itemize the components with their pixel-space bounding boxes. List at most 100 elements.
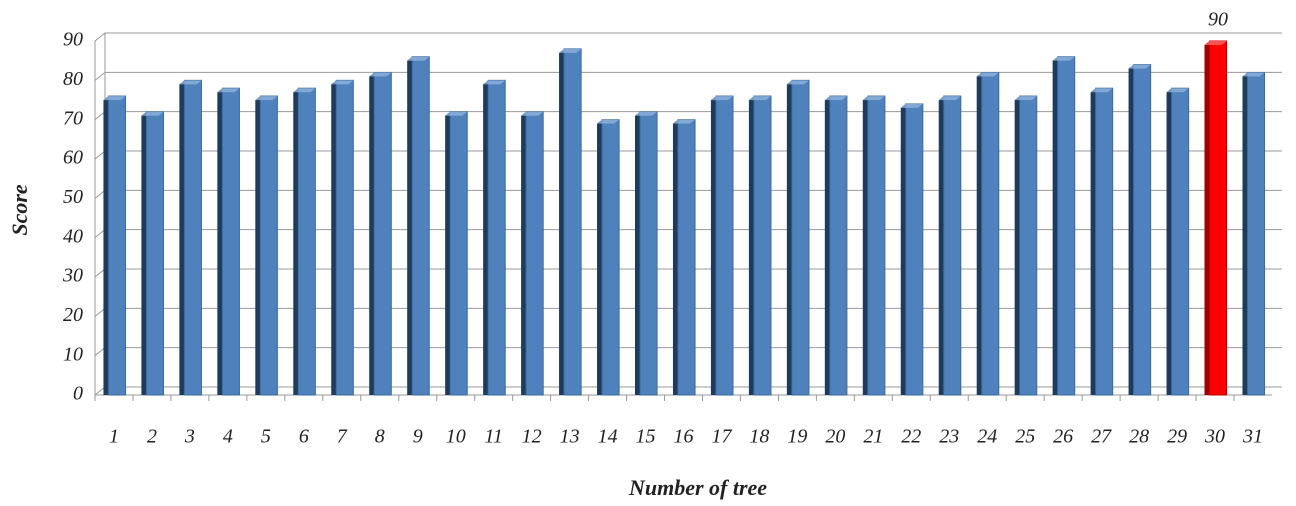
bar-side [824,96,830,396]
x-tick-label: 2 [147,426,157,448]
bar-top [1128,64,1151,69]
x-tick-label: 6 [299,426,309,448]
bar [411,56,430,396]
x-tick-label: 31 [1242,426,1263,448]
bar [601,119,620,396]
x-tick-label: 7 [337,426,348,448]
bar-side [179,80,185,395]
bar-side [483,80,489,395]
bar [639,111,658,396]
bar [183,79,202,396]
bar-top [748,96,771,101]
bar-top [179,80,202,85]
bar-side [1014,96,1020,396]
bar-side [938,96,944,396]
bar [677,119,696,396]
bar-side [1242,72,1248,395]
bar-top [900,103,923,108]
bar [981,71,1000,396]
x-tick-label: 3 [184,426,195,448]
bar-side [976,72,982,395]
bar-top [976,72,999,77]
bar-top [483,80,506,85]
grid-line [94,32,1282,42]
bar [905,103,924,396]
bar-top [634,111,658,116]
x-tick-label: 9 [413,426,423,448]
bar [1246,71,1266,396]
bar [335,79,354,396]
bar [1133,64,1152,396]
x-tick-label: 16 [674,426,694,448]
bar-side [255,96,261,396]
bar-top [255,96,278,101]
bar [297,87,316,396]
bar [1057,56,1076,396]
x-tick-label: 29 [1167,426,1187,448]
x-tick-label: 14 [598,426,618,448]
bar-side [521,111,527,396]
x-tick-label: 5 [261,426,271,448]
x-tick-label: 30 [1204,426,1225,448]
bar [867,95,886,396]
bar [221,87,240,396]
bar [1209,40,1228,396]
bar-side [1090,88,1096,395]
bar-side [141,111,147,396]
bar-side [1052,56,1058,395]
y-tick-label: 50 [63,186,83,208]
bar-side [331,80,337,395]
y-tick-label: 10 [63,343,83,365]
bar [791,79,810,396]
bar [715,95,734,396]
x-tick-label: 1 [109,426,119,448]
x-tick-label: 10 [446,426,466,448]
bar-top [217,88,240,93]
bar-side [786,80,792,395]
bar [449,111,468,396]
bar [145,111,164,396]
x-tick-label: 12 [522,426,542,448]
bar [525,111,544,396]
x-tick-label: 21 [863,426,883,448]
bar-side [710,96,716,396]
y-tick-label: 20 [63,304,83,326]
x-tick-label: 20 [825,426,845,448]
x-tick-label: 13 [560,426,580,448]
bar-top [862,96,885,101]
bar-top [103,96,126,101]
bar-top [938,96,961,101]
y-tick-label: 80 [63,68,83,90]
bar-top [1242,72,1265,77]
bar-top [1204,41,1227,45]
y-tick-label: 0 [73,383,83,405]
bar-top [710,96,734,101]
bar [753,95,772,396]
bar-side [445,111,451,396]
bar [487,79,506,396]
bar-side [369,72,375,395]
y-tick-label: 70 [63,107,83,129]
x-tick-label: 25 [1015,426,1035,448]
bar-top [445,111,468,116]
x-tick-label: 11 [484,426,503,448]
bar-side [1204,41,1210,395]
x-tick-label: 24 [977,426,997,448]
bar-top [407,56,430,61]
bar-top [369,72,392,77]
bar-side [293,88,299,395]
bar [829,95,848,396]
bar-side [1128,64,1134,395]
bar-top [521,111,544,116]
bar [259,95,278,396]
bar-top [293,88,316,93]
bar-side [407,56,413,395]
x-tick-label: 26 [1053,426,1073,448]
data-label: 90 [1208,9,1228,31]
bar-top [597,119,620,124]
bar-side [862,96,868,396]
y-tick-label: 40 [63,225,83,247]
bar-side [1166,88,1172,395]
bar-top [141,111,164,116]
y-tick-label: 90 [63,29,83,51]
